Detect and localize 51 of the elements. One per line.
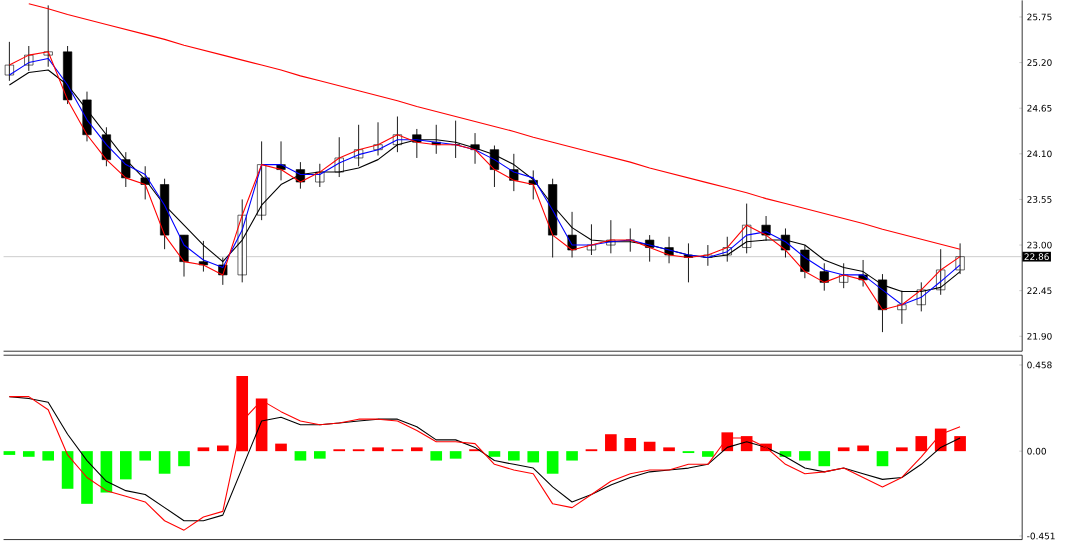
y-tick-label: 21.90 (1027, 333, 1052, 340)
bar (488, 451, 501, 457)
bar (605, 434, 617, 452)
y-tick-label: 25.20 (1027, 59, 1052, 67)
y-tick-label: -0.451 (1027, 532, 1055, 540)
candlestick (198, 240, 208, 273)
bar (430, 451, 443, 461)
bar (643, 441, 656, 452)
bar (508, 451, 520, 461)
bar (22, 451, 35, 457)
bar (61, 451, 74, 489)
bar (178, 451, 190, 467)
bar (158, 451, 171, 474)
bar (857, 445, 869, 452)
bar (702, 451, 714, 457)
bar (197, 447, 210, 452)
y-tick-label: 24.10 (1027, 150, 1052, 158)
bar (275, 443, 287, 452)
y-tick-label: 24.65 (1027, 104, 1052, 112)
bar (837, 447, 850, 452)
bar (3, 451, 16, 456)
bar (818, 451, 831, 467)
bar (527, 451, 540, 463)
candlestick (4, 41, 14, 82)
bar (372, 447, 384, 452)
y-tick-label: 23.55 (1027, 196, 1052, 203)
bar (663, 447, 675, 452)
candlestick (43, 5, 53, 68)
bar (876, 451, 889, 467)
bar (314, 451, 326, 459)
bar (411, 447, 423, 452)
y-tick-label: 0.458 (1027, 361, 1052, 369)
y-tick-label: 22.45 (1027, 287, 1052, 295)
bar (915, 436, 928, 452)
bar (566, 451, 578, 461)
bar (216, 445, 229, 452)
bar (624, 438, 637, 452)
y-tick-label: 23.00 (1027, 241, 1052, 249)
bar (799, 451, 811, 461)
bar (139, 451, 152, 461)
bar (294, 451, 307, 461)
bar (546, 451, 559, 474)
bar (42, 451, 55, 461)
bar (896, 447, 908, 452)
bar (954, 436, 966, 452)
bar (81, 451, 93, 504)
bar (449, 451, 462, 459)
ref-line-label: 22.86 (1024, 253, 1049, 261)
y-tick-label: 0.00 (1027, 447, 1046, 455)
y-tick-label: 25.75 (1027, 13, 1052, 21)
bar (119, 451, 132, 480)
